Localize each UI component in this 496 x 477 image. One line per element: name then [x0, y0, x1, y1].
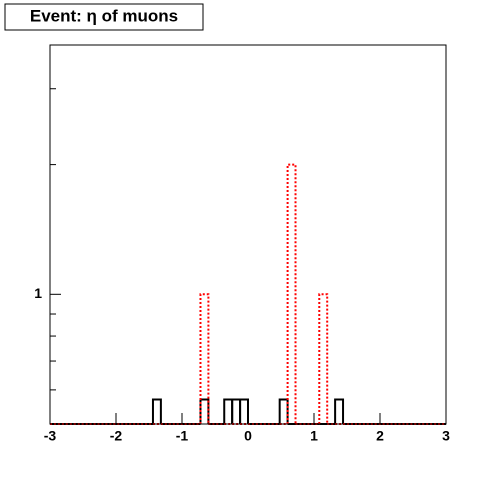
x-tick-label: -3: [44, 428, 57, 444]
x-tick-label: -1: [176, 428, 189, 444]
x-tick-label: -2: [110, 428, 123, 444]
histogram-bar: [334, 398, 345, 424]
x-tick-label: 3: [442, 428, 450, 444]
histogram-bar: [151, 398, 162, 424]
histogram-bar: [199, 293, 210, 424]
x-tick-label: 2: [376, 428, 384, 444]
histogram-bar: [318, 293, 329, 424]
y-tick-label: 1: [34, 285, 42, 301]
title-box: [4, 3, 204, 31]
x-tick-label: 0: [244, 428, 252, 444]
histogram-bar: [239, 398, 249, 424]
chart-title: Event: η of muons: [30, 6, 178, 25]
x-tick-label: 1: [310, 428, 318, 444]
histogram-bar: [286, 163, 297, 424]
